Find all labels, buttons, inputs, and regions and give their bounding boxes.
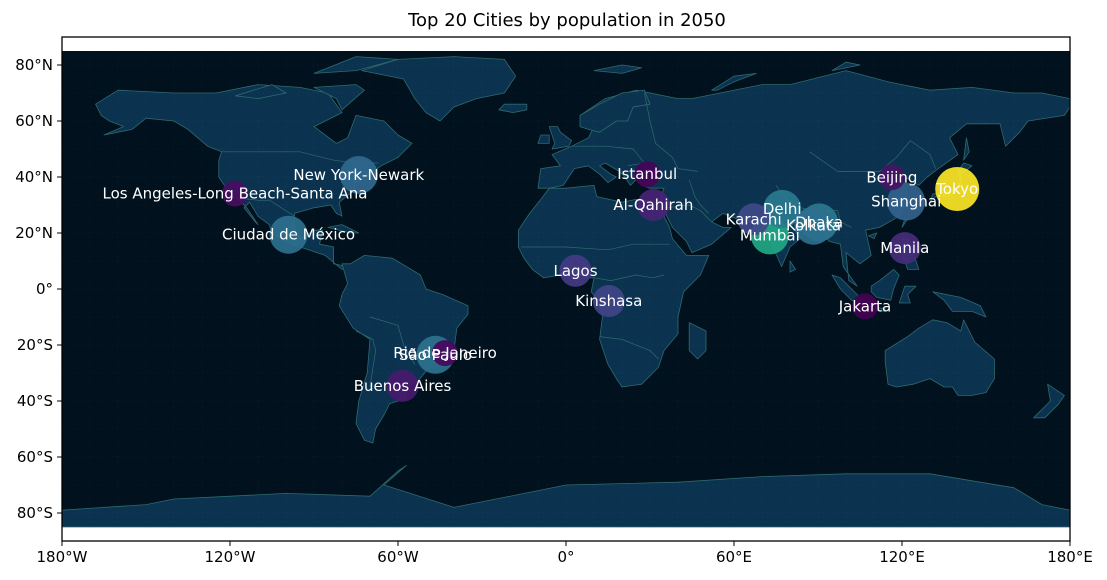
landmass-new-zealand xyxy=(1033,383,1065,419)
city-label-mumbai: Mumbai xyxy=(740,227,800,245)
city-label-shanghai: Shanghai xyxy=(871,193,941,211)
city-marker-ciudad-de-m-xico xyxy=(269,215,308,254)
landmass-baffin-island xyxy=(313,84,365,111)
border-arabia xyxy=(666,204,712,223)
city-label-jakarta: Jakarta xyxy=(838,297,891,315)
city-marker-jakarta xyxy=(852,293,878,320)
x-tick-label: 120°W xyxy=(205,548,256,566)
city-label-lagos: Lagos xyxy=(553,262,597,280)
city-marker-los-angeles-long-beach-santa-ana xyxy=(222,180,248,207)
border-africa-south xyxy=(599,336,659,360)
city-label-kolkata: Kolkata xyxy=(786,217,841,235)
landmass-ireland xyxy=(537,134,550,144)
city-marker-lagos xyxy=(559,254,592,287)
landmass-hainan xyxy=(868,232,878,239)
city-marker-rio-de-janeiro xyxy=(432,340,458,367)
city-marker-karachi xyxy=(737,203,770,236)
landmass-greenland xyxy=(361,56,516,122)
y-tick-label: 20°S xyxy=(17,336,53,354)
city-label-rio-de-janeiro: Rio de Janeiro xyxy=(393,344,497,362)
y-tick-label: 0° xyxy=(36,280,53,298)
city-marker-al-qahirah xyxy=(637,189,670,221)
city-marker-istanbul xyxy=(634,161,661,188)
y-tick-label: 80°S xyxy=(17,504,53,522)
landmass-taimyr-islands xyxy=(831,61,861,71)
landmass-novaya-zemlya xyxy=(711,73,757,91)
x-tick-label: 60°E xyxy=(716,548,752,566)
x-tick-label: 180°E xyxy=(1047,548,1093,566)
city-marker-kinshasa xyxy=(592,285,625,317)
landmass-cuba xyxy=(327,224,360,234)
city-label-al-qahirah: Al-Qahirah xyxy=(613,196,693,214)
city-markers xyxy=(222,156,980,402)
city-marker-new-york-newark xyxy=(339,156,378,194)
border-china-north xyxy=(809,140,936,172)
city-label-karachi: Karachi xyxy=(726,210,782,228)
border-andes xyxy=(355,330,376,388)
city-marker-kolkata xyxy=(794,206,833,245)
border-russia-west xyxy=(644,92,698,172)
city-marker-manila xyxy=(888,232,921,265)
landmass-ellesmere-island xyxy=(313,56,399,74)
landmass-sakhalin xyxy=(963,137,970,161)
border-us-mexico xyxy=(238,197,295,217)
landmass-svalbard xyxy=(593,64,642,74)
landmass-borneo xyxy=(870,269,900,301)
landmass-antarctica xyxy=(61,465,1071,528)
y-tick-label: 60°N xyxy=(15,112,53,130)
city-label-los-angeles-long-beach-santa-ana: Los Angeles-Long Beach-Santa Ana xyxy=(103,185,368,203)
landmass-madagascar xyxy=(688,322,707,360)
border-brazil-west xyxy=(369,316,416,365)
city-label-tokyo: Tokyo xyxy=(935,180,978,198)
y-tick-label: 20°N xyxy=(15,224,53,242)
landmasses xyxy=(61,56,1071,528)
landmass-iceland xyxy=(498,103,528,113)
city-marker-delhi xyxy=(763,189,802,228)
x-tick-label: 180°W xyxy=(37,548,88,566)
landmass-victoria-island xyxy=(235,84,287,99)
border-iran-west xyxy=(688,179,710,214)
y-tick-label: 60°S xyxy=(17,448,53,466)
x-tick-label: 60°W xyxy=(377,548,419,566)
landmass-sri-lanka xyxy=(789,260,796,273)
city-label-kinshasa: Kinshasa xyxy=(575,292,642,310)
city-marker-tokyo xyxy=(935,167,980,211)
city-label-manila: Manila xyxy=(880,239,929,257)
city-label-beijing: Beijing xyxy=(866,168,917,186)
landmass-new-guinea xyxy=(932,291,987,318)
border-europe-central xyxy=(571,145,646,167)
city-label-istanbul: Istanbul xyxy=(617,165,677,183)
x-tick-label: 120°E xyxy=(879,548,925,566)
y-tick-label: 80°N xyxy=(15,56,53,74)
landmass-sulawesi xyxy=(898,285,917,304)
landmass-scandinavia xyxy=(579,89,651,133)
border-africa-central xyxy=(593,274,665,281)
city-label-delhi: Delhi xyxy=(763,200,802,218)
city-marker-shanghai xyxy=(887,182,926,221)
y-tick-label: 40°N xyxy=(15,168,53,186)
x-axis-ticks: 180°W 120°W 60°W 0° 60°E 120°E 180°E xyxy=(37,541,1093,566)
landmass-australia xyxy=(884,319,995,396)
city-label-ciudad-de-m-xico: Ciudad de México xyxy=(222,226,355,244)
border-africa-sahel xyxy=(521,243,670,251)
city-label-new-york-newark: New York-Newark xyxy=(293,166,424,184)
map-title: Top 20 Cities by population in 2050 xyxy=(407,10,726,31)
city-marker-buenos-aires xyxy=(386,369,419,402)
y-axis-ticks: 80°N 60°N 40°N 20°N 0° 20°S 40°S 60°S 80°S xyxy=(15,56,62,522)
city-label-s-o-paulo: São Paulo xyxy=(399,346,472,364)
city-label-buenos-aires: Buenos Aires xyxy=(354,377,452,395)
landmass-uk xyxy=(548,126,572,150)
x-tick-label: 0° xyxy=(557,548,574,566)
city-label-dhaka: Dhaka xyxy=(795,213,843,231)
y-tick-label: 40°S xyxy=(17,392,53,410)
city-marker-beijing xyxy=(878,164,905,191)
